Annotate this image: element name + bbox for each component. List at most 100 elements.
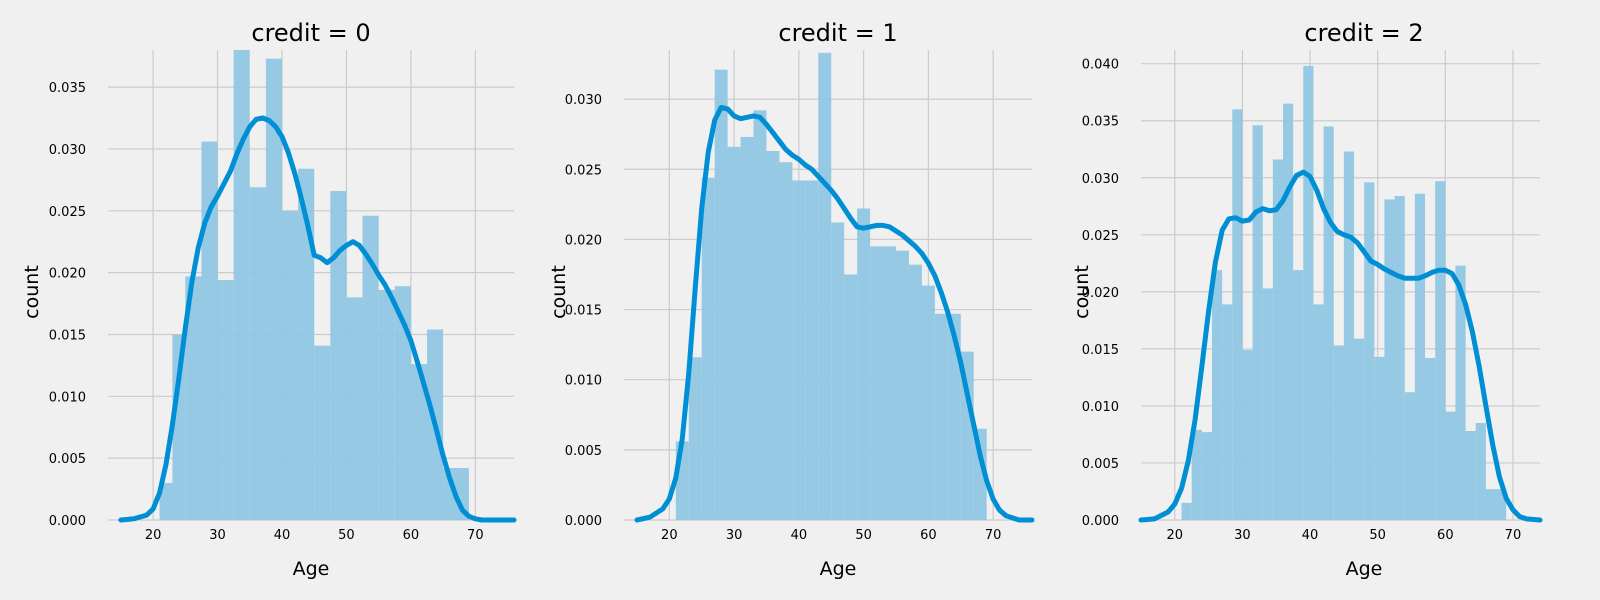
x-tick-label: 20 [1167,528,1184,543]
x-tick-label: 30 [726,528,743,543]
subplot-title: credit = 2 [1304,19,1423,47]
histogram-bar [1333,345,1344,520]
kde-line [1138,169,1543,523]
histogram-bar [1181,502,1192,520]
x-tick-label: 70 [1505,528,1522,543]
histogram-bar [1293,270,1304,520]
y-tick-label: 0.000 [565,514,602,529]
histogram-bar [249,187,266,520]
histogram-bar [779,162,793,520]
y-tick-label: 0.010 [1082,400,1119,415]
histogram-bar [362,215,379,520]
histogram-bar [1242,350,1253,520]
histogram-bar [330,191,347,520]
y-tick-label: 0.035 [49,81,86,96]
histogram-bar [1414,193,1426,521]
histogram-bar [934,313,948,520]
subplot-title: credit = 1 [778,19,897,47]
histogram-bar [831,222,845,520]
histogram-bar [1313,304,1324,520]
histogram-bar [1272,159,1284,520]
histogram-bar [1384,199,1395,520]
histogram-bar [1465,431,1476,520]
histogram-bar [1303,65,1314,520]
histogram-bar [1364,182,1375,521]
x-tick-label: 60 [920,528,937,543]
y-tick-label: 0.025 [49,205,86,220]
y-tick-label: 0.025 [1082,229,1119,244]
y-tick-label: 0.030 [49,143,86,158]
histogram-bar [172,334,186,520]
histogram-bar [394,286,411,520]
histogram-bar [740,136,754,520]
x-tick-label: 50 [338,528,355,543]
histogram-bar [727,146,741,520]
histogram-bar [1496,489,1507,520]
histogram-bar [314,345,331,520]
y-tick-label: 0.005 [49,452,86,467]
y-axis-label: count [1071,265,1093,319]
x-tick-label: 60 [403,528,420,543]
x-tick-label: 20 [661,528,678,543]
kde-line [634,105,1035,523]
histogram-bar [1404,392,1415,520]
y-tick-label: 0.020 [1082,286,1119,301]
subplot-credit-1: credit = 1 Age count 20 30 40 50 60 70 0.000 0.… [548,19,1035,580]
y-tick-label: 0.025 [565,163,602,178]
histogram-bar [701,177,715,521]
histogram-bar [908,264,922,520]
histogram-bar [1343,151,1355,521]
histogram-bar [1222,304,1233,520]
histogram-bar [857,208,871,521]
histogram-bar [1252,125,1263,520]
histogram-bar [282,210,299,520]
histogram-bar [1212,270,1223,520]
histogram-bar [378,289,395,520]
subplot-title: credit = 0 [251,19,370,47]
x-tick-label: 40 [791,528,808,543]
x-tick-label: 30 [209,528,226,543]
histogram-bar [960,351,974,520]
x-tick-label: 70 [467,528,484,543]
y-tick-label: 0.000 [49,514,86,529]
histogram-bar [265,58,282,520]
histogram-bar [1262,288,1273,520]
histogram-bar [1374,356,1385,520]
y-tick-label: 0.020 [49,267,86,282]
histogram-bar [1283,103,1294,520]
histogram-bar [159,482,173,520]
y-tick-label: 0.010 [565,374,602,389]
subplot-credit-2: credit = 2 Age count 20 30 40 50 60 70 0.000 0.… [1071,19,1543,580]
histogram-bar [1475,423,1486,520]
y-tick-label: 0.030 [565,93,602,108]
histogram-bar [870,246,884,520]
x-axis-label: Age [1346,558,1383,580]
histogram-bar [896,250,909,520]
x-tick-label: 40 [274,528,291,543]
y-tick-label: 0.005 [565,444,602,459]
x-axis-label: Age [820,558,857,580]
histogram-bar [1425,358,1436,520]
histogram-bar [714,69,728,521]
histogram-bar [410,364,427,520]
x-tick-label: 20 [145,528,162,543]
histogram-bar [1435,181,1446,520]
y-tick-label: 0.005 [1082,457,1119,472]
x-tick-label: 30 [1234,528,1251,543]
histogram-bar [844,274,858,520]
x-tick-label: 70 [985,528,1002,543]
histogram-bar [883,246,896,520]
y-tick-label: 0.035 [1082,115,1119,130]
y-tick-label: 0.030 [1082,172,1119,187]
histogram-bar [947,313,961,520]
y-tick-label: 0.015 [49,328,86,343]
kde-line [118,115,517,523]
histogram-bar [921,285,935,520]
y-tick-label: 0.015 [1082,343,1119,358]
histogram-bar [1191,429,1202,520]
x-tick-label: 50 [1369,528,1386,543]
histogram-bar [1445,411,1456,520]
histogram-bar [217,280,234,520]
y-tick-label: 0.010 [49,390,86,405]
